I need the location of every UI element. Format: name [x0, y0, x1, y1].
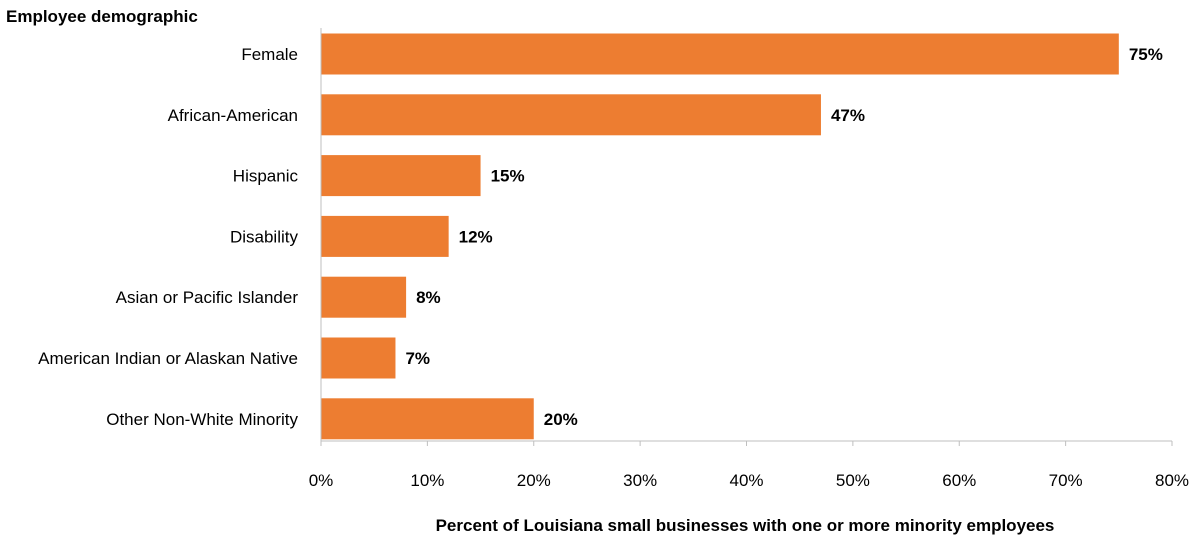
x-tick-label: 40% [729, 471, 763, 490]
category-label: Other Non-White Minority [106, 410, 298, 429]
x-tick-label: 10% [410, 471, 444, 490]
y-axis-title: Employee demographic [6, 7, 198, 26]
data-label: 15% [491, 167, 525, 186]
data-label: 47% [831, 106, 865, 125]
x-tick-label: 80% [1155, 471, 1189, 490]
data-label: 8% [416, 288, 441, 307]
x-axis-title: Percent of Louisiana small businesses wi… [436, 516, 1055, 535]
x-tick-label: 0% [309, 471, 334, 490]
category-labels-group: Female African-American Hispanic Disability… [38, 45, 298, 429]
x-tick-label: 20% [517, 471, 551, 490]
category-label: Female [241, 45, 298, 64]
bar [321, 215, 449, 257]
x-tick-label: 60% [942, 471, 976, 490]
data-label: 75% [1129, 45, 1163, 64]
bars-group [321, 33, 1119, 440]
data-label: 12% [459, 227, 493, 246]
x-tick-label: 70% [1049, 471, 1083, 490]
bar [321, 94, 821, 136]
x-tick-label: 50% [836, 471, 870, 490]
value-labels-group: 75% 47% 15% 12% 8% 7% 20% [405, 45, 1162, 429]
x-tick-labels-group: 0% 10% 20% 30% 40% 50% 60% 70% 80% [309, 441, 1189, 490]
category-label: African-American [168, 106, 298, 125]
bar [321, 155, 481, 197]
x-tick-label: 30% [623, 471, 657, 490]
bar [321, 33, 1119, 75]
category-label: Hispanic [233, 167, 299, 186]
bar [321, 276, 407, 318]
bar [321, 398, 534, 440]
bar [321, 337, 396, 379]
category-label: Disability [230, 227, 299, 246]
data-label: 20% [544, 410, 578, 429]
category-label: Asian or Pacific Islander [116, 288, 299, 307]
category-label: American Indian or Alaskan Native [38, 349, 298, 368]
data-label: 7% [405, 349, 430, 368]
